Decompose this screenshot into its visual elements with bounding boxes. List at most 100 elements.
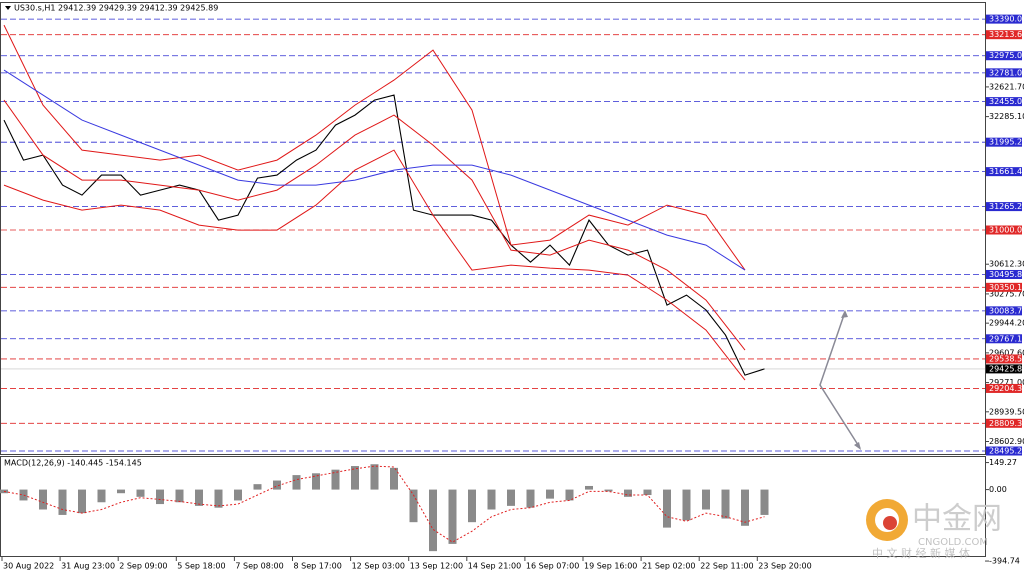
forecast-arrows bbox=[819, 311, 861, 449]
macd-bar bbox=[273, 480, 281, 490]
x-tick-label: 19 Sep 16:00 bbox=[584, 562, 637, 571]
y-tick-label: 32285.10 bbox=[989, 112, 1024, 121]
macd-bar bbox=[253, 484, 262, 490]
watermark-name: 中金网 bbox=[912, 502, 1002, 537]
macd-bar bbox=[39, 489, 47, 510]
x-tick-label: 16 Sep 07:00 bbox=[526, 562, 579, 571]
watermark-site: CNGOLD.COM bbox=[918, 537, 988, 548]
macd-bar bbox=[429, 489, 437, 552]
macd-bar bbox=[721, 489, 730, 519]
level-label: 28809.33 bbox=[989, 419, 1024, 428]
y-tick-label: 30275.70 bbox=[989, 289, 1024, 298]
x-tick-label: 14 Sep 21:00 bbox=[468, 562, 521, 571]
level-tag bbox=[986, 225, 1022, 235]
macd-bar bbox=[760, 489, 769, 515]
level-tag bbox=[986, 137, 1022, 147]
macd-header: MACD(12,26,9) -140.445 -154.145 bbox=[4, 459, 142, 468]
macd-bar bbox=[585, 485, 593, 490]
level-label: 30495.88 bbox=[989, 270, 1024, 279]
x-tick-label: 13 Sep 12:00 bbox=[410, 562, 463, 571]
logo-dot bbox=[883, 516, 897, 530]
level-label: 29767.17 bbox=[989, 334, 1024, 343]
macd-bar bbox=[487, 489, 496, 510]
y-tick-label: 28602.90 bbox=[989, 437, 1024, 446]
macd-bar bbox=[370, 464, 379, 490]
y-tick-label: 28939.50 bbox=[989, 407, 1024, 416]
macd-bar bbox=[292, 475, 301, 490]
y-tick-label: 29607.60 bbox=[989, 348, 1024, 357]
macd-bar bbox=[97, 489, 106, 503]
level-tag bbox=[986, 202, 1022, 212]
watermark-tagline: 中 文 财 经 新 媒 体 bbox=[872, 546, 970, 560]
level-label: 30350.18 bbox=[989, 283, 1024, 292]
macd-bar bbox=[156, 489, 164, 505]
level-tag bbox=[986, 14, 1022, 24]
level-tag bbox=[986, 269, 1022, 279]
macd-bar bbox=[624, 489, 632, 497]
macd-bar bbox=[117, 489, 125, 494]
arrow-head bbox=[841, 310, 848, 318]
x-tick-label: 21 Sep 02:00 bbox=[642, 562, 695, 571]
macd-bar bbox=[565, 489, 574, 501]
level-tag bbox=[986, 334, 1022, 344]
level-tag bbox=[986, 306, 1022, 316]
arrow-head bbox=[854, 442, 861, 450]
x-tick-label: 12 Sep 03:00 bbox=[352, 562, 405, 571]
axis-layer: 32621.70 32285.10 30612.30 30275.70 29944.20… bbox=[1, 14, 1024, 571]
level-tag bbox=[986, 418, 1022, 428]
y-tick-label: -394.74 bbox=[989, 557, 1020, 566]
level-label: 31995.28 bbox=[989, 138, 1024, 147]
macd-bar bbox=[234, 489, 242, 501]
y-tick-label: 32621.70 bbox=[989, 82, 1024, 91]
level-label: 31000.00 bbox=[989, 226, 1024, 235]
macd-bar bbox=[507, 489, 515, 506]
level-label: 32781.00 bbox=[989, 68, 1024, 77]
macd-bar bbox=[331, 469, 340, 490]
current-tag bbox=[986, 364, 1022, 374]
macd-bar bbox=[136, 489, 145, 497]
macd-bar bbox=[663, 489, 671, 528]
macd-bar bbox=[312, 473, 320, 490]
macd-bar bbox=[682, 489, 691, 521]
price-line bbox=[3, 94, 765, 376]
indicator-line bbox=[3, 99, 746, 351]
macd-bar bbox=[468, 489, 476, 523]
indicator-line bbox=[3, 69, 746, 271]
macd-bar bbox=[390, 467, 398, 490]
level-label: 32975.00 bbox=[989, 51, 1024, 60]
x-tick-label: 2 Sep 09:00 bbox=[119, 562, 167, 571]
price-layer bbox=[1, 18, 985, 452]
macd-bar bbox=[175, 489, 184, 503]
indicator-line bbox=[3, 24, 746, 271]
level-tag bbox=[986, 354, 1022, 364]
price-panel bbox=[0, 2, 986, 455]
level-label: 29538.54 bbox=[989, 354, 1024, 363]
x-tick-label: 7 Sep 08:00 bbox=[235, 562, 283, 571]
y-tick-label: 29271.00 bbox=[989, 378, 1024, 387]
level-label: 29204.37 bbox=[989, 384, 1024, 393]
level-label: 30083.70 bbox=[989, 306, 1024, 315]
level-tag bbox=[986, 446, 1022, 456]
level-label: 32455.00 bbox=[989, 97, 1024, 106]
x-tick-label: 30 Aug 2022 bbox=[3, 562, 54, 571]
current-label: 29425.89 bbox=[989, 364, 1024, 373]
macd-bar bbox=[78, 489, 86, 514]
macd-bar bbox=[195, 489, 203, 506]
macd-bar bbox=[19, 489, 28, 501]
x-tick-label: 23 Sep 20:00 bbox=[758, 562, 811, 571]
macd-bar bbox=[409, 489, 418, 523]
level-label: 31661.46 bbox=[989, 167, 1024, 176]
level-tag bbox=[986, 282, 1022, 292]
x-tick-label: 31 Aug 23:00 bbox=[61, 562, 115, 571]
macd-bar bbox=[58, 489, 67, 515]
level-tag bbox=[986, 30, 1022, 40]
level-label: 33390.00 bbox=[989, 15, 1024, 24]
macd-bar bbox=[604, 489, 613, 492]
x-tick-label: 8 Sep 17:00 bbox=[294, 562, 342, 571]
indicator-line bbox=[3, 149, 746, 381]
macd-bar bbox=[702, 489, 710, 510]
symbol-header: US30.s,H1 29412.39 29429.39 29412.39 294… bbox=[14, 4, 218, 13]
macd-layer bbox=[0, 464, 769, 552]
